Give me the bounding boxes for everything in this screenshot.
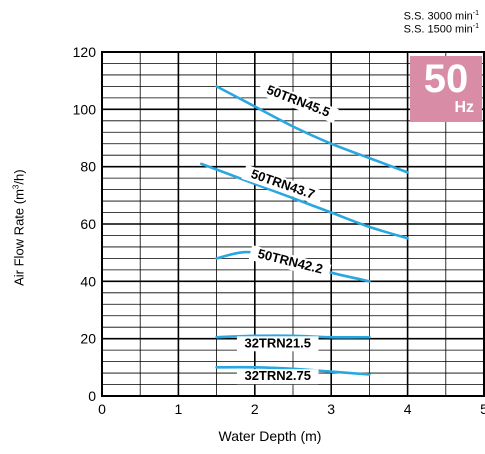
speed-note-3000-exp: -1 xyxy=(472,10,479,17)
series-label-group: 32TRN2.75 xyxy=(236,368,319,385)
x-tick-label: 4 xyxy=(404,401,412,417)
series-label: 32TRN21.5 xyxy=(244,335,310,350)
y-tick-label: 40 xyxy=(80,273,96,289)
series-label-bg xyxy=(257,80,339,124)
series-label: 32TRN2.75 xyxy=(244,368,310,383)
x-axis-label: Water Depth (m) xyxy=(218,428,322,444)
series-line xyxy=(215,365,371,376)
y-tick-label: 100 xyxy=(73,101,97,117)
series-line xyxy=(215,85,409,174)
y-tick-label: 120 xyxy=(73,44,97,60)
series-label-bg xyxy=(248,245,332,280)
x-tick-label: 3 xyxy=(327,401,335,417)
speed-note-3000: S.S. 3000 min-1 xyxy=(404,8,479,23)
plot-frame xyxy=(101,51,485,397)
y-axis-label-end: /h) xyxy=(11,169,27,185)
series-label-group: 32TRN21.5 xyxy=(236,335,319,352)
series-label: 50TRN42.2 xyxy=(256,246,324,277)
x-tick-label: 2 xyxy=(251,401,259,417)
speed-note-1500: S.S. 1500 min-1 xyxy=(404,21,479,36)
series-label-bg xyxy=(236,336,319,352)
series-lines xyxy=(200,85,409,376)
frequency-unit: Hz xyxy=(454,99,474,116)
series-labels: 50TRN45.550TRN43.750TRN42.232TRN21.532TR… xyxy=(236,80,339,385)
y-tick-label: 60 xyxy=(80,216,96,232)
speed-note-1500-exp: -1 xyxy=(472,23,479,30)
series-line xyxy=(215,334,371,339)
x-tick-label: 1 xyxy=(175,401,183,417)
y-axis-label-exp: 3 xyxy=(11,184,21,190)
y-axis-label-main: Air Flow Rate (m xyxy=(11,189,27,286)
y-tick-label: 20 xyxy=(80,331,96,347)
series-label-bg xyxy=(236,369,319,385)
series-label-group: 50TRN45.5 xyxy=(257,80,339,124)
speed-note-3000-text: S.S. 3000 min xyxy=(403,10,473,23)
y-tick-label: 0 xyxy=(88,388,96,404)
y-tick-label: 80 xyxy=(80,159,96,175)
series-label-bg xyxy=(241,164,324,206)
speed-note-1500-text: S.S. 1500 min xyxy=(403,23,473,36)
frequency-value: 50 xyxy=(423,57,469,101)
series-label-group: 50TRN42.2 xyxy=(248,245,332,280)
frequency-badge: 50 Hz xyxy=(410,56,482,122)
x-tick-label: 0 xyxy=(98,401,106,417)
y-axis-label: Air Flow Rate (m3/h) xyxy=(11,163,26,293)
series-line xyxy=(200,162,409,240)
x-tick-label: 5 xyxy=(480,401,485,417)
